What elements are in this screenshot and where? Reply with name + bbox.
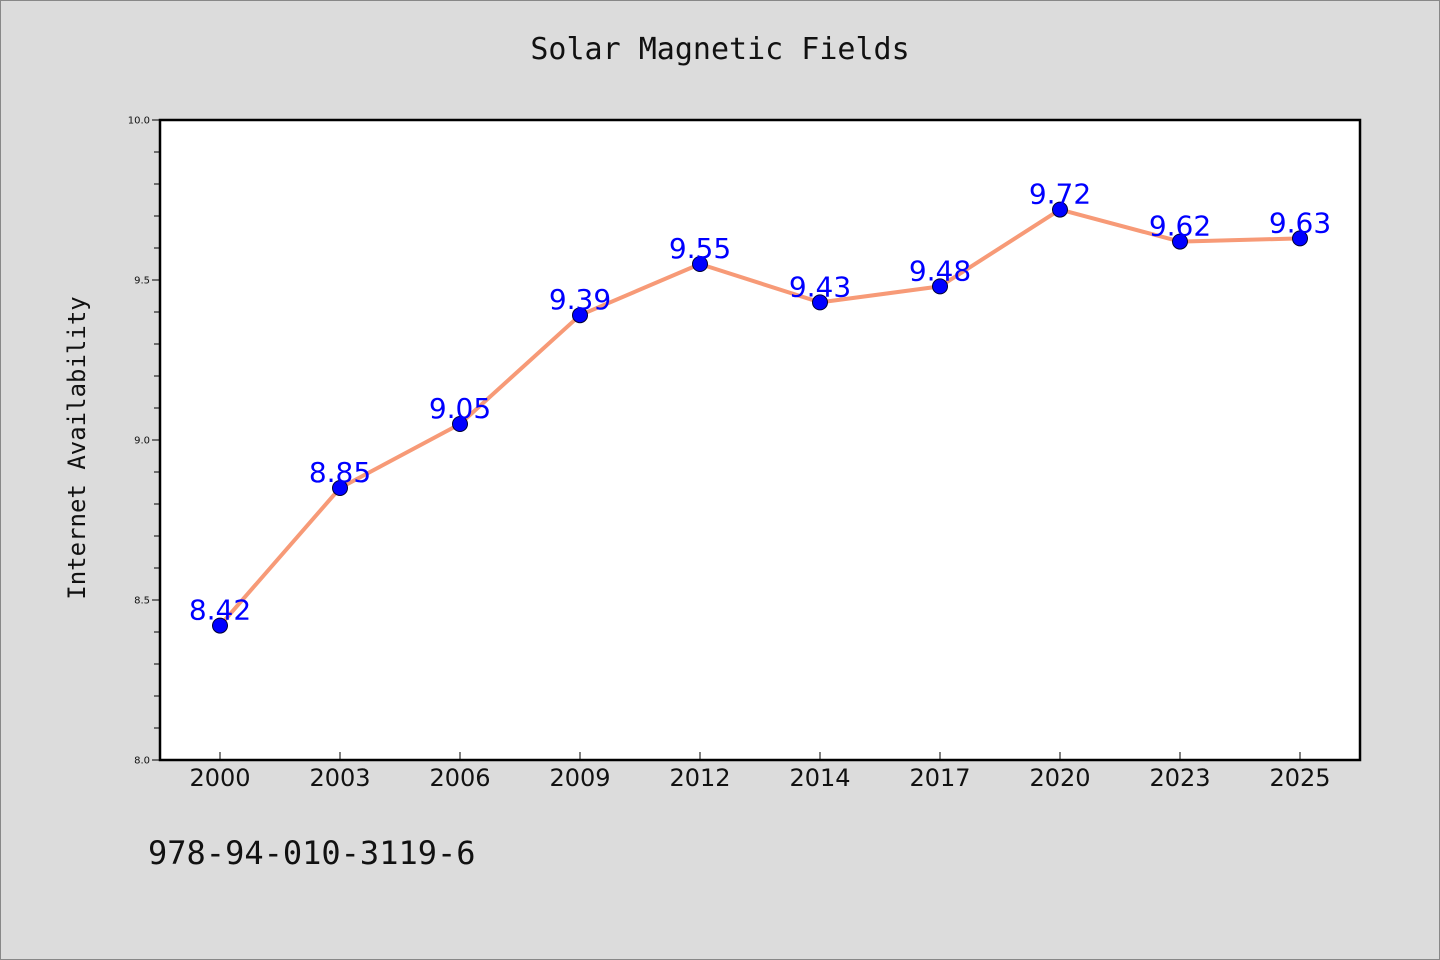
series-group: 8.42 8.85 9.05 9.39 9.55 9.43 9.48 9.72 9.62 9.63: [189, 178, 1331, 634]
plot-area: [160, 120, 1360, 760]
data-point: [812, 294, 828, 311]
data-label: 9.63: [1269, 206, 1331, 239]
x-tick-label: 2020: [1029, 764, 1090, 792]
x-tick-label: 2000: [189, 764, 250, 792]
data-label: 9.39: [549, 283, 611, 316]
y-tick-label: 8.0: [134, 756, 150, 767]
x-tick-label: 2014: [789, 764, 850, 792]
data-label: 9.55: [669, 232, 731, 265]
data-point: [932, 278, 948, 295]
data-point: [1292, 230, 1308, 247]
x-tick-label: 2012: [669, 764, 730, 792]
data-point: [1172, 233, 1188, 250]
x-axis: 2000 2003 2006 2009 2012 2014 2017 2020 2023 2025: [189, 752, 1331, 792]
x-tick-label: 2009: [549, 764, 610, 792]
data-point: [332, 480, 348, 496]
data-point: [1052, 201, 1068, 218]
y-tick-label: 8.5: [134, 596, 150, 607]
footer-code: 978-94-010-3119-6: [148, 834, 476, 872]
x-tick-label: 2006: [429, 764, 490, 792]
data-label: 9.72: [1029, 178, 1091, 211]
x-tick-label: 2025: [1269, 764, 1330, 792]
data-point: [212, 617, 228, 634]
data-label: 9.62: [1149, 210, 1211, 243]
y-tick-label: 9.5: [134, 276, 150, 287]
data-label: 8.42: [189, 594, 251, 627]
data-point: [572, 307, 588, 324]
data-label: 9.43: [789, 270, 851, 303]
data-label: 8.85: [309, 456, 371, 489]
chart-title: Solar Magnetic Fields: [530, 32, 910, 67]
x-tick-label: 2017: [909, 764, 970, 792]
x-tick-label: 2003: [309, 764, 370, 792]
plot-border: [158, 118, 1362, 762]
data-point: [692, 256, 708, 272]
data-label: 9.05: [429, 392, 491, 425]
data-point: [452, 416, 468, 432]
series-line: [218, 207, 1302, 628]
y-tick-label: 10.0: [128, 116, 150, 127]
x-tick-label: 2023: [1149, 764, 1210, 792]
y-tick-label: 9.0: [134, 436, 150, 447]
data-label: 9.48: [909, 254, 971, 287]
y-axis: 8.0 8.5 9.0 9.5 10.0: [128, 116, 160, 767]
